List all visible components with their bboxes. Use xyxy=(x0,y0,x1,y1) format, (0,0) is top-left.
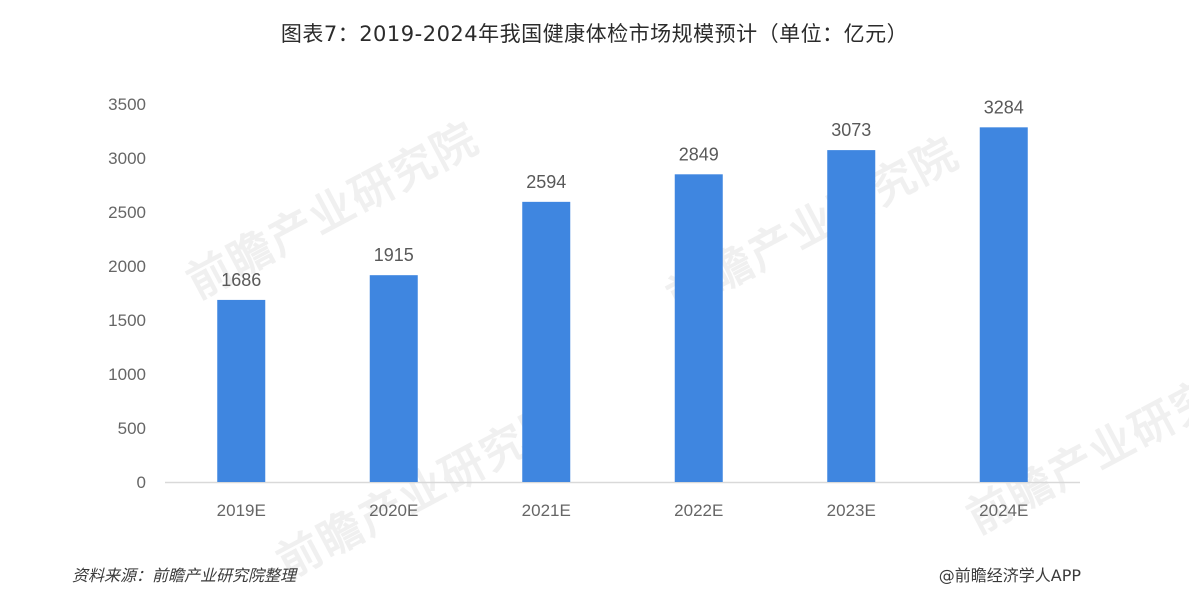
bar xyxy=(522,201,571,482)
bar xyxy=(827,150,876,482)
data-label: 3284 xyxy=(984,97,1024,117)
x-tick-label: 2023E xyxy=(827,501,876,520)
data-label: 3073 xyxy=(831,120,871,140)
y-tick-label: 500 xyxy=(118,419,146,438)
y-tick-label: 2000 xyxy=(108,257,146,276)
data-label: 1915 xyxy=(374,245,414,265)
y-tick-label: 3500 xyxy=(108,95,146,114)
credit-note: @前瞻经济学人APP xyxy=(938,566,1081,585)
bar xyxy=(369,275,418,482)
data-label: 2849 xyxy=(679,144,719,164)
data-label: 1686 xyxy=(221,270,261,290)
y-tick-label: 0 xyxy=(137,473,146,492)
y-tick-label: 1500 xyxy=(108,311,146,330)
x-tick-label: 2022E xyxy=(674,501,723,520)
x-tick-label: 2019E xyxy=(217,501,266,520)
y-tick-label: 1000 xyxy=(108,365,146,384)
chart-title: 图表7：2019-2024年我国健康体检市场规模预计（单位：亿元） xyxy=(280,22,909,46)
bar xyxy=(979,127,1028,482)
y-tick-label: 2500 xyxy=(108,203,146,222)
x-tick-label: 2024E xyxy=(979,501,1028,520)
y-tick-label: 3000 xyxy=(108,149,146,168)
bar xyxy=(217,299,266,482)
x-tick-label: 2021E xyxy=(522,501,571,520)
source-note: 资料来源：前瞻产业研究院整理 xyxy=(72,566,297,585)
data-label: 2594 xyxy=(526,172,566,192)
bar xyxy=(674,174,723,483)
x-tick-label: 2020E xyxy=(369,501,418,520)
